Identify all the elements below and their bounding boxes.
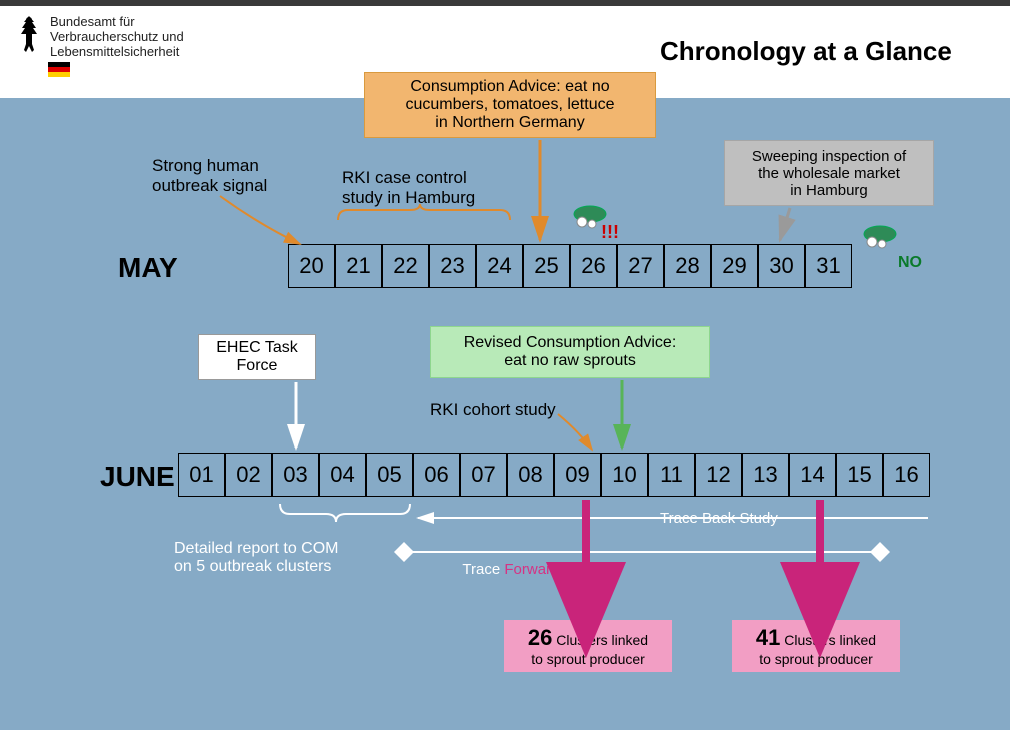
- connectors-svg: [0, 0, 1010, 730]
- infographic-stage: Bundesamt für Verbraucherschutz und Lebe…: [0, 0, 1010, 730]
